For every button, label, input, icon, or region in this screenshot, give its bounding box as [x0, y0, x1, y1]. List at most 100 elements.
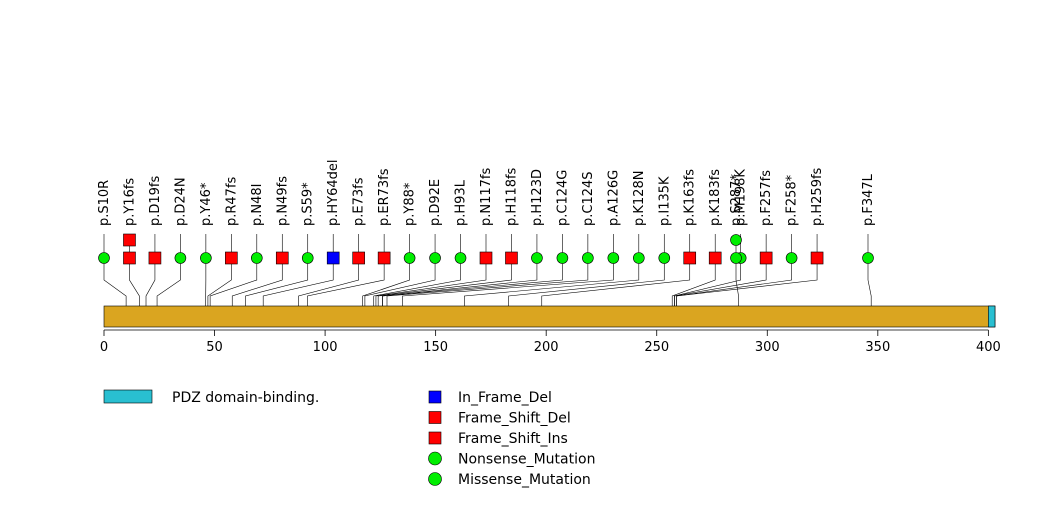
mutation-label: p.K128N: [632, 171, 647, 226]
mutation-connector: [373, 258, 461, 306]
legend-type-label: Nonsense_Mutation: [458, 452, 595, 468]
mutation-circle: [556, 252, 569, 264]
mutation-connector: [377, 258, 512, 306]
mutation-label: p.F257fs: [759, 170, 774, 226]
mutation-circle: [403, 252, 416, 264]
mutation-square: [505, 251, 518, 265]
mutation-connector: [676, 258, 818, 306]
mutation-square: [275, 251, 289, 265]
x-tick-label: 0: [100, 340, 108, 355]
mutation-circle: [454, 252, 467, 264]
mutation-square: [810, 251, 824, 265]
x-tick-label: 300: [755, 340, 780, 355]
mutation-label: p.S10R: [97, 180, 112, 226]
mutation-square: [479, 251, 493, 265]
domain-rect: [988, 305, 996, 328]
mutation-circle: [582, 252, 594, 264]
mutation-label: p.K183fs: [708, 169, 723, 226]
mutation-label: p.I135K: [657, 176, 672, 226]
mutation-connector: [129, 258, 140, 306]
mutation-label: p.HY64del: [326, 159, 341, 226]
mutation-connector: [541, 258, 691, 306]
x-tick-label: 100: [313, 340, 338, 355]
mutation-label: p.S59*: [301, 182, 316, 226]
legend-type-label: Frame_Shift_Ins: [458, 431, 568, 447]
legend-type-label: Frame_Shift_Del: [458, 411, 571, 427]
mutation-label: p.H259fs: [810, 167, 825, 226]
mutation-circle: [250, 252, 263, 264]
mutation-circle: [301, 252, 314, 264]
mutation-connector: [867, 258, 872, 306]
x-tick-label: 350: [865, 340, 890, 355]
mutation-connector: [362, 258, 410, 306]
legend-type-label: In_Frame_Del: [458, 390, 552, 406]
mutation-circle: [730, 234, 742, 246]
mutation-type-legend: In_Frame_Del Frame_Shift_Del Frame_Shift_I…: [428, 390, 595, 488]
mutation-square: [123, 251, 136, 265]
mutation-circle: [730, 252, 742, 264]
mutation-label: p.N48I: [250, 184, 265, 227]
protein-bar: [103, 305, 996, 328]
x-tick-label: 150: [423, 340, 448, 355]
mutation-label: p.N117fs: [479, 168, 494, 226]
mutation-label: p.S287*: [729, 174, 744, 226]
legend-circle: [428, 472, 442, 486]
mutation-label: p.Y16fs: [122, 178, 137, 226]
mutation-connector: [156, 258, 181, 306]
mutation-connector: [298, 258, 359, 306]
mutation-square: [148, 251, 162, 265]
mutation-square: [683, 251, 697, 265]
mutation-connector: [209, 258, 258, 306]
mutation-label: p.C124G: [555, 170, 570, 226]
mutation-circle: [632, 252, 645, 264]
x-axis: 0 50 100 150 200 250 300 350 400: [100, 329, 1001, 355]
mutation-circle: [658, 252, 671, 264]
domain-regions: [988, 305, 996, 328]
mutation-label: p.R47fs: [224, 176, 239, 226]
x-tick-label: 400: [976, 340, 1001, 355]
mutation-label: p.A126G: [606, 170, 621, 226]
mutation-connector: [674, 258, 741, 306]
x-tick-label: 50: [206, 340, 223, 355]
mutation-connector: [735, 258, 739, 306]
mutation-connector: [464, 258, 640, 306]
mutation-circle: [98, 252, 110, 264]
mutation-markers: [98, 233, 874, 265]
mutation-label: p.Y46*: [199, 182, 214, 226]
mutation-label: p.M198K: [734, 169, 749, 226]
mutation-connector: [671, 258, 716, 306]
legend-type-label: Missense_Mutation: [458, 472, 591, 488]
mutation-connector: [676, 258, 792, 306]
mutation-circle: [174, 252, 187, 264]
mutation-label: p.F347L: [861, 173, 876, 226]
mutation-square: [352, 251, 365, 265]
mutation-square: [123, 233, 136, 247]
domain-legend: PDZ domain-binding.: [103, 389, 319, 406]
mutation-circle: [429, 252, 441, 264]
mutation-circle: [785, 252, 798, 264]
mutation-label: p.Y88*: [403, 182, 418, 226]
mutation-label: p.D24N: [173, 177, 188, 226]
mutation-circle: [607, 252, 620, 264]
domain-legend-label: PDZ domain-binding.: [172, 390, 319, 406]
mutation-labels: p.S10R p.Y16fs p.D19fs p.D24N p.Y46* p.R47fs p…: [97, 159, 876, 226]
mutation-label: p.C124S: [581, 171, 596, 226]
mutation-square: [326, 251, 340, 265]
mutation-square: [377, 251, 391, 265]
mutation-circle: [200, 252, 212, 264]
mutation-connector: [674, 258, 767, 306]
mutation-circle: [862, 252, 874, 264]
mutation-connector: [508, 258, 665, 306]
mutation-square: [225, 251, 238, 265]
mutation-connector: [207, 258, 232, 306]
mutation-label: p.K163fs: [683, 169, 698, 226]
connector-lines: [103, 258, 872, 306]
mutation-label: p.D92E: [428, 179, 443, 226]
mutation-label: p.ER73fs: [377, 168, 392, 226]
legend-square: [428, 390, 442, 404]
mutation-connector: [103, 258, 127, 306]
mutation-connector: [386, 258, 589, 306]
domain-legend-swatch: [103, 389, 153, 404]
